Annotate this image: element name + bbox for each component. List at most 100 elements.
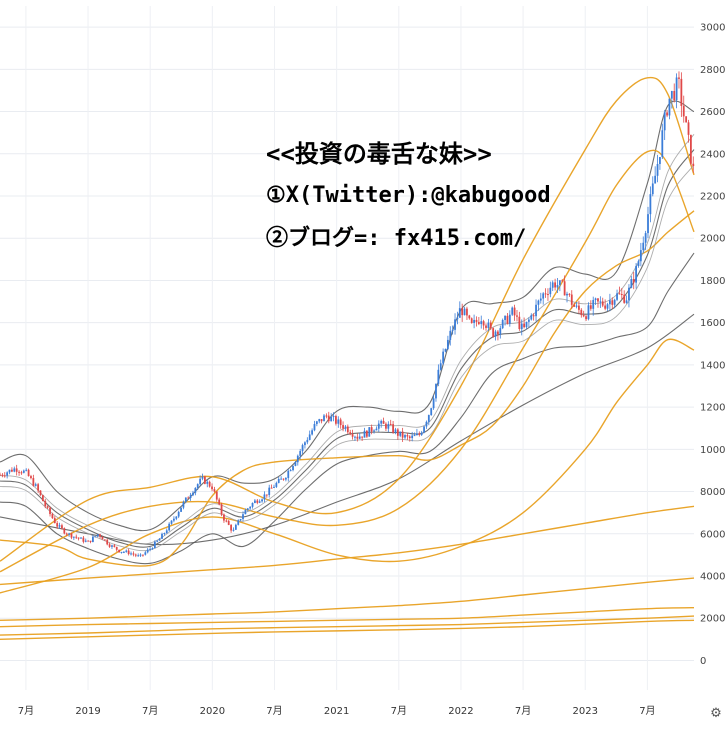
candle-body: [682, 105, 685, 117]
candle-body: [239, 519, 242, 521]
candle-body: [344, 426, 347, 429]
candle-body: [156, 540, 159, 542]
candle-body: [606, 304, 609, 309]
candle-body: [106, 539, 109, 545]
candle-body: [611, 300, 614, 305]
candle-body: [8, 469, 11, 473]
candle-body: [616, 293, 618, 300]
candle-body: [132, 553, 135, 555]
candle-body: [218, 499, 221, 505]
candle-body: [165, 530, 168, 534]
candle-body: [96, 534, 99, 537]
candle-body: [468, 315, 471, 319]
candle-body: [394, 429, 397, 433]
candle-body: [27, 469, 30, 477]
candle-body: [449, 330, 452, 340]
candle-body: [356, 436, 359, 439]
y-tick-label: 18000: [700, 276, 726, 287]
candle-body: [306, 439, 309, 443]
candle-body: [118, 549, 121, 553]
candle-body: [418, 433, 421, 435]
x-tick-label: 7月: [391, 705, 407, 717]
candle-body: [527, 319, 530, 322]
candle-body: [516, 315, 518, 317]
candle-body: [182, 501, 185, 508]
candle-body: [482, 321, 485, 326]
candle-body: [442, 351, 445, 364]
candle-body: [234, 524, 237, 530]
candle-body: [654, 175, 657, 184]
candle-body: [244, 510, 247, 515]
settings-icon[interactable]: ⚙: [710, 706, 722, 721]
candle-body: [494, 331, 497, 337]
candle-body: [330, 416, 333, 422]
candle-body: [680, 78, 683, 106]
candle-body: [423, 426, 425, 433]
candle-body: [547, 294, 549, 296]
candle-body: [377, 423, 380, 429]
candle-body: [108, 544, 111, 547]
candle-body: [311, 430, 313, 435]
candle-body: [678, 77, 680, 79]
candle-body: [628, 287, 630, 301]
candle-body: [82, 537, 85, 542]
candle-body: [575, 305, 578, 307]
series-line-envelope_9: [0, 619, 695, 640]
candle-body: [265, 494, 268, 496]
annotation-line-3: ②ブログ=: fx415.com/: [266, 225, 526, 251]
candle-body: [551, 282, 554, 288]
candle-body: [87, 540, 90, 542]
candle-body: [578, 305, 580, 310]
candle-body: [206, 481, 209, 484]
candle-body: [144, 552, 147, 555]
candle-body: [15, 468, 18, 472]
candle-body: [46, 506, 49, 508]
candle-body: [242, 514, 244, 520]
candle-body: [406, 435, 409, 437]
candle-body: [439, 363, 442, 370]
candle-body: [137, 555, 140, 557]
candle-body: [673, 91, 676, 101]
candle-body: [525, 321, 528, 328]
candle-body: [480, 321, 483, 325]
candle-body: [325, 415, 328, 417]
candle-body: [558, 280, 561, 285]
candle-body: [416, 433, 418, 436]
candle-body: [444, 348, 447, 352]
candle-body: [115, 546, 118, 550]
candle-body: [246, 508, 249, 511]
candle-body: [6, 472, 9, 476]
candle-body: [375, 428, 378, 431]
candle-body: [208, 481, 211, 487]
candle-body: [599, 301, 602, 303]
candle-body: [668, 98, 671, 116]
candle-body: [663, 112, 666, 131]
candle-body: [170, 520, 173, 524]
candle-body: [58, 525, 61, 527]
candle-body: [535, 304, 537, 317]
candle-body: [304, 442, 306, 446]
candle-body: [215, 491, 218, 500]
candle-body: [213, 489, 216, 492]
y-tick-label: 6000: [700, 529, 725, 540]
candle-body: [175, 516, 178, 519]
candle-body: [113, 545, 116, 547]
y-tick-label: 28000: [700, 65, 726, 76]
x-tick-label: 7月: [266, 705, 282, 717]
candle-body: [404, 435, 406, 438]
x-tick-label: 2023: [573, 706, 598, 717]
candle-body: [22, 470, 25, 473]
candle-body: [268, 487, 271, 495]
candle-body: [508, 314, 511, 324]
candle-body: [475, 319, 478, 322]
candle-body: [539, 298, 542, 301]
candle-body: [173, 518, 175, 521]
candle-body: [556, 284, 559, 288]
candle-body: [432, 398, 435, 409]
candle-body: [399, 431, 402, 436]
candle-body: [396, 429, 399, 436]
candle-body: [289, 470, 292, 472]
candle-body: [63, 528, 66, 534]
series-line-ma-companion-0: [0, 164, 695, 552]
candle-body: [318, 419, 321, 422]
